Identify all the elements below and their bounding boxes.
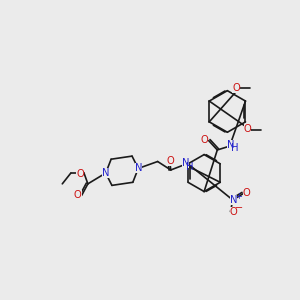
Text: O: O	[74, 190, 82, 200]
Text: −: −	[235, 203, 243, 214]
Text: N: N	[102, 168, 110, 178]
Text: O: O	[166, 156, 174, 166]
Text: H: H	[186, 162, 194, 172]
Text: N: N	[182, 158, 189, 168]
Text: N: N	[227, 140, 234, 150]
Text: H: H	[231, 143, 239, 153]
Text: O: O	[243, 188, 250, 198]
Text: N: N	[134, 164, 142, 173]
Text: O: O	[232, 82, 240, 93]
Text: O: O	[200, 135, 208, 145]
Text: O: O	[76, 169, 84, 179]
Text: +: +	[235, 192, 242, 201]
Text: O: O	[244, 124, 251, 134]
Text: N: N	[230, 195, 237, 205]
Text: O: O	[230, 207, 238, 217]
